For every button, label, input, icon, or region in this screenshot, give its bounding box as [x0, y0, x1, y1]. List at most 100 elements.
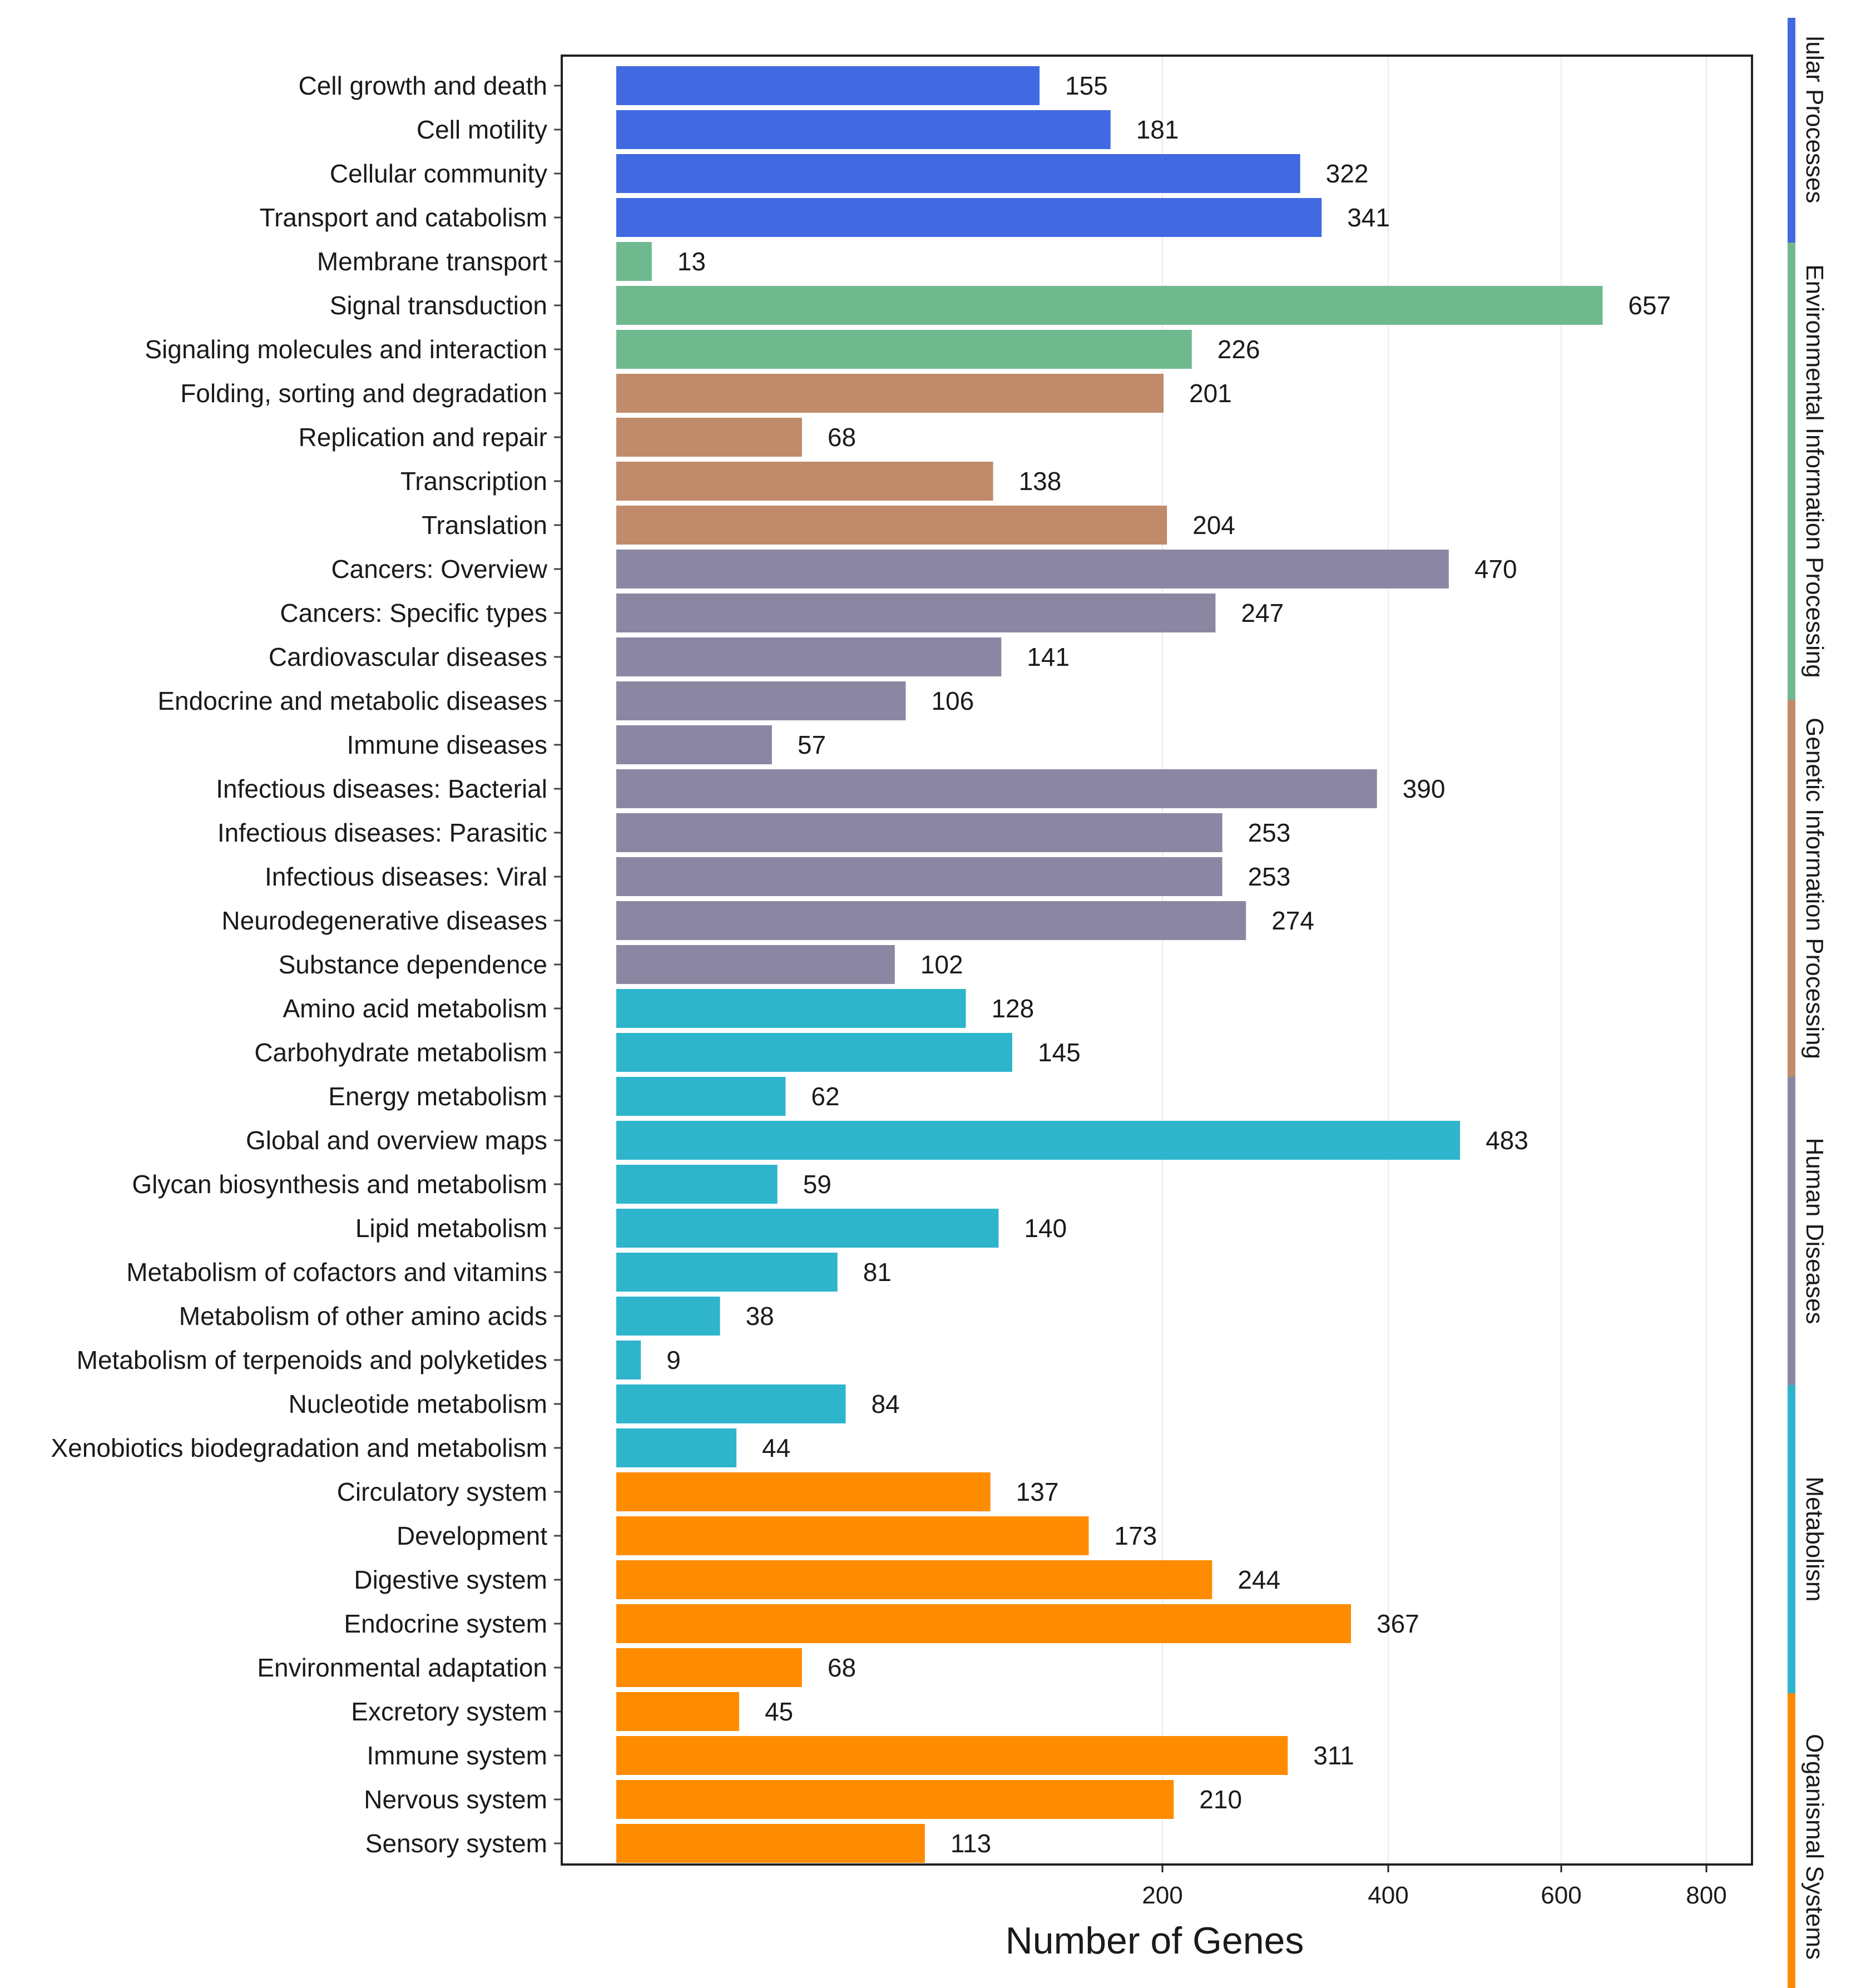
category-label: Carbohydrate metabolism	[254, 1038, 547, 1067]
category-label: Development	[397, 1521, 547, 1550]
bar	[616, 506, 1167, 545]
value-label: 38	[746, 1302, 774, 1331]
bar	[616, 637, 1002, 676]
value-label: 141	[1027, 642, 1070, 671]
category-label: Transcription	[400, 467, 547, 496]
category-label: Endocrine and metabolic diseases	[157, 686, 547, 715]
group-label: Human Diseases	[1801, 1138, 1828, 1324]
bar	[616, 1736, 1288, 1775]
value-label: 274	[1271, 906, 1314, 935]
bar	[616, 66, 1040, 105]
bar	[616, 681, 906, 720]
bar	[616, 769, 1377, 808]
value-label: 244	[1238, 1565, 1280, 1594]
bar	[616, 286, 1603, 325]
labels: Cell growth and death 155 Cell motility 181…	[51, 71, 1671, 1858]
bar	[616, 1165, 778, 1204]
value-label: 253	[1248, 818, 1291, 847]
category-label: Lipid metabolism	[355, 1214, 547, 1243]
bar	[616, 198, 1322, 237]
category-label: Metabolism of terpenoids and polyketides	[77, 1346, 547, 1374]
bar	[616, 330, 1192, 369]
value-label: 138	[1019, 467, 1062, 496]
category-label: Circulatory system	[337, 1477, 547, 1506]
category-label: Metabolism of cofactors and vitamins	[126, 1258, 547, 1287]
bar	[616, 1209, 999, 1248]
category-label: Membrane transport	[317, 247, 547, 276]
category-label: Glycan biosynthesis and metabolism	[132, 1170, 547, 1199]
category-label: Replication and repair	[299, 423, 548, 452]
group-label: Metabolism	[1801, 1477, 1828, 1602]
group-label: Environmental Information Processing	[1801, 264, 1828, 677]
category-label: Nervous system	[364, 1785, 547, 1814]
category-label: Infectious diseases: Bacterial	[216, 774, 547, 803]
category-label: Immune system	[367, 1741, 547, 1770]
value-label: 201	[1189, 379, 1232, 408]
value-label: 204	[1192, 511, 1235, 540]
value-label: 57	[798, 730, 826, 759]
value-label: 181	[1136, 115, 1179, 144]
category-label: Digestive system	[354, 1565, 547, 1594]
bar	[616, 1604, 1352, 1643]
category-label: Signal transduction	[330, 291, 547, 320]
category-label: Amino acid metabolism	[283, 994, 547, 1023]
category-label: Energy metabolism	[328, 1082, 547, 1111]
bar	[616, 1341, 641, 1379]
value-label: 68	[828, 423, 856, 452]
category-label: Global and overview maps	[246, 1126, 547, 1155]
bar	[616, 418, 802, 457]
bar	[616, 1297, 720, 1336]
group-strip	[1788, 1385, 1795, 1693]
value-label: 253	[1248, 862, 1291, 891]
bar	[616, 857, 1223, 896]
value-label: 470	[1474, 555, 1517, 583]
group-strip	[1788, 700, 1795, 1077]
value-label: 137	[1016, 1477, 1059, 1506]
group-strip	[1788, 1077, 1795, 1385]
value-label: 106	[931, 686, 974, 715]
value-label: 13	[677, 247, 706, 276]
bar	[616, 374, 1164, 413]
category-label: Cancers: Specific types	[280, 599, 547, 627]
bar	[616, 901, 1246, 940]
bar	[616, 550, 1449, 589]
value-label: 140	[1024, 1214, 1067, 1243]
category-label: Cell motility	[417, 115, 547, 144]
category-label: Translation	[422, 511, 547, 540]
bar	[616, 242, 652, 281]
group-strip	[1788, 18, 1795, 243]
category-label: Xenobiotics biodegradation and metabolis…	[51, 1433, 547, 1462]
bar	[616, 462, 993, 501]
category-label: Transport and catabolism	[260, 203, 547, 232]
bar	[616, 1692, 739, 1731]
category-label: Substance dependence	[279, 950, 547, 979]
group-label: Organismal Systems	[1801, 1734, 1828, 1960]
bar	[616, 1428, 737, 1467]
bar	[616, 154, 1300, 193]
group-strip	[1788, 243, 1795, 700]
value-label: 145	[1038, 1038, 1081, 1067]
bar	[616, 1077, 786, 1116]
category-label: Folding, sorting and degradation	[180, 379, 547, 408]
value-label: 210	[1199, 1785, 1242, 1814]
value-label: 155	[1065, 71, 1108, 100]
value-label: 68	[828, 1653, 856, 1682]
bar	[616, 989, 966, 1028]
bar	[616, 1121, 1461, 1160]
bar	[616, 1472, 991, 1511]
bar	[616, 1560, 1212, 1599]
value-label: 173	[1114, 1521, 1157, 1550]
bar	[616, 1824, 925, 1863]
bar	[616, 725, 772, 764]
category-label: Infectious diseases: Viral	[265, 862, 547, 891]
category-label: Neurodegenerative diseases	[221, 906, 547, 935]
category-label: Metabolism of other amino acids	[179, 1302, 547, 1331]
category-label: Cellular community	[330, 159, 547, 188]
bar	[616, 1780, 1174, 1819]
value-label: 81	[863, 1258, 892, 1287]
value-label: 483	[1486, 1126, 1528, 1155]
x-tick-label: 800	[1686, 1882, 1726, 1909]
category-label: Infectious diseases: Parasitic	[217, 818, 547, 847]
category-label: Cancers: Overview	[331, 555, 547, 583]
